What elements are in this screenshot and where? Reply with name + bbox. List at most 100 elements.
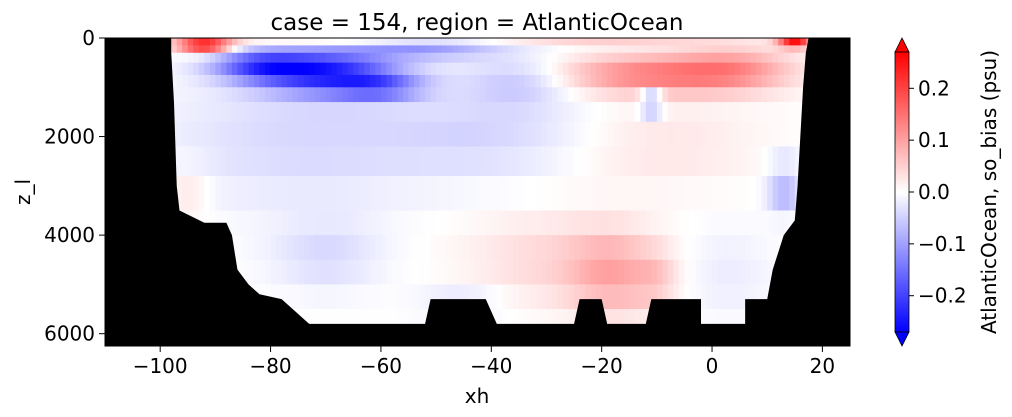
heatmap-cell [375,102,382,123]
heatmap-cell [419,38,426,46]
heatmap-cell [761,175,768,212]
heatmap-cell [723,52,730,64]
heatmap-cell [364,121,371,148]
heatmap-cell [187,74,194,88]
heatmap-cell [800,52,807,64]
heatmap-cell [678,62,686,76]
heatmap-cell [689,121,697,148]
heatmap-cell [513,102,520,123]
heatmap-cell [739,38,746,46]
heatmap-cell [458,52,465,64]
heatmap-cell [254,62,261,76]
heatmap-cell [226,45,233,54]
heatmap-cell [563,38,570,46]
heatmap-cell [491,102,498,123]
heatmap-cell [408,235,415,261]
heatmap-cell [425,38,432,46]
heatmap-cell [331,146,338,177]
heatmap-cell [336,210,343,236]
heatmap-cell [325,284,332,310]
heatmap-cell [452,146,459,177]
heatmap-cell [248,52,255,64]
heatmap-cell [535,52,542,64]
heatmap-cell [734,102,741,123]
heatmap-cell [220,146,228,177]
heatmap-cell [386,62,393,76]
heatmap-cell [579,235,586,261]
heatmap-cell [800,74,807,88]
heatmap-cell [358,52,365,64]
heatmap-cell [706,45,713,54]
heatmap-cell [739,309,746,335]
heatmap-cell [552,146,559,177]
heatmap-cell [320,309,327,335]
heatmap-cell [491,45,498,54]
heatmap-cell [187,175,194,212]
heatmap-cell [524,87,531,103]
heatmap-cell [248,102,255,123]
heatmap-cell [226,121,233,148]
heatmap-cell [712,146,719,177]
heatmap-cell [772,52,779,64]
heatmap-cell [689,74,697,88]
heatmap-cell [717,175,724,212]
heatmap-cell [287,284,294,310]
heatmap-cell [623,309,630,335]
heatmap-cell [689,146,697,177]
heatmap-cell [452,62,459,76]
heatmap-cell [331,121,338,148]
heatmap-cell [320,52,327,64]
heatmap-cell [513,259,520,285]
heatmap-cell [292,87,299,103]
heatmap-cell [380,62,388,76]
heatmap-cell [292,52,299,64]
heatmap-cell [750,284,757,310]
heatmap-cell [563,235,570,261]
heatmap-cell [496,87,503,103]
heatmap-cell [645,235,652,261]
heatmap-cell [728,87,735,103]
heatmap-cell [364,74,371,88]
heatmap-cell [552,121,559,148]
heatmap-cell [386,38,393,46]
heatmap-cell [193,38,200,46]
heatmap-cell [590,102,597,123]
heatmap-cell [242,210,250,236]
heatmap-cell [358,87,365,103]
heatmap-cell [601,74,608,88]
heatmap-cell [579,259,586,285]
heatmap-cell [182,74,189,88]
heatmap-cell [309,235,316,261]
heatmap-cell [314,175,321,212]
heatmap-cell [695,146,702,177]
heatmap-cell [507,74,514,88]
heatmap-cell [336,52,343,64]
heatmap-cell [540,121,548,148]
heatmap-cell [552,284,559,310]
heatmap-cell [535,102,542,123]
heatmap-cell [320,102,327,123]
heatmap-cell [596,52,603,64]
heatmap-cell [358,175,365,212]
heatmap-cell [618,102,625,123]
heatmap-cell [314,45,321,54]
heatmap-cell [220,38,228,46]
heatmap-cell [756,259,763,285]
heatmap-cell [452,38,459,46]
heatmap-cell [386,121,393,148]
heatmap [105,38,850,346]
heatmap-cell [452,121,459,148]
heatmap-cell [380,235,388,261]
heatmap-cell [601,45,608,54]
heatmap-cell [276,259,283,285]
heatmap-cell [678,74,686,88]
heatmap-cell [518,284,526,310]
heatmap-cell [441,146,448,177]
heatmap-cell [474,259,481,285]
heatmap-cell [480,38,487,46]
heatmap-cell [585,235,592,261]
heatmap-cell [270,74,277,88]
heatmap-cell [447,210,454,236]
heatmap-cell [430,175,437,212]
heatmap-cell [745,284,752,310]
